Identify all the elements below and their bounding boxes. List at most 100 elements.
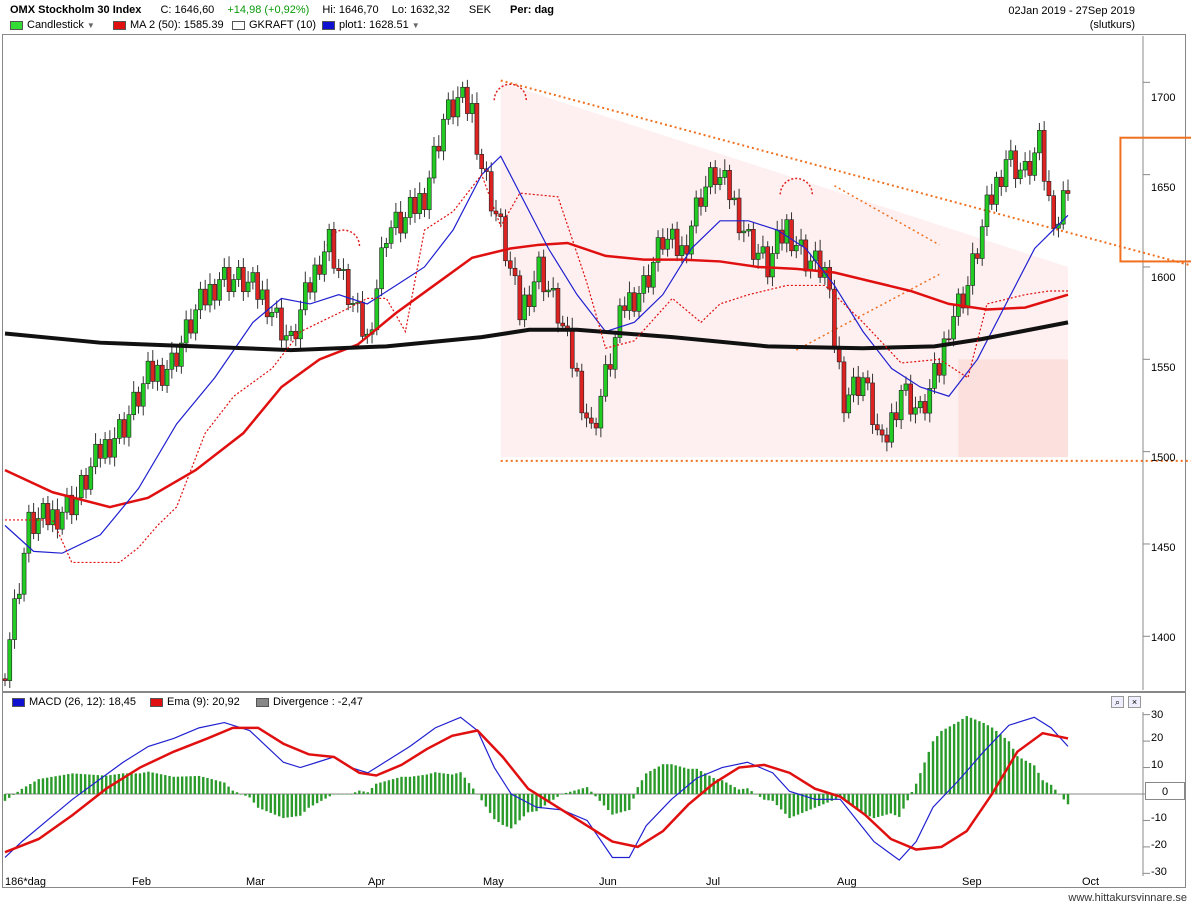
divergence-bar bbox=[320, 794, 323, 801]
up-candle bbox=[126, 414, 132, 438]
up-candle bbox=[441, 118, 446, 152]
divergence-bar bbox=[632, 794, 635, 799]
divergence-bar bbox=[674, 765, 677, 794]
divergence-bar bbox=[657, 766, 661, 794]
up-candle bbox=[531, 281, 537, 307]
divergence-bar bbox=[75, 773, 78, 794]
down-candle bbox=[1051, 195, 1056, 229]
divergence-bar bbox=[497, 794, 500, 823]
top-arc bbox=[493, 83, 528, 101]
up-candle bbox=[732, 197, 737, 201]
divergence-bar bbox=[176, 776, 180, 794]
divergence-bar bbox=[594, 794, 597, 797]
divergence-bar bbox=[801, 794, 804, 813]
month-label: Mar bbox=[246, 876, 265, 888]
divergence-bar bbox=[531, 794, 534, 812]
divergence-bar bbox=[830, 794, 833, 801]
divergence-bar bbox=[779, 794, 783, 810]
gkraft-swatch bbox=[232, 20, 245, 30]
divergence-bar bbox=[636, 787, 639, 794]
divergence-bar bbox=[227, 786, 230, 794]
up-candle bbox=[1032, 152, 1037, 176]
down-candle bbox=[894, 412, 899, 421]
divergence-bar bbox=[1033, 765, 1036, 794]
down-candle bbox=[622, 305, 627, 311]
legend-plot1[interactable]: plot1: 1628.51 ▼ bbox=[322, 19, 420, 31]
legend-ma[interactable]: MA 2 (50): 1585.39 bbox=[113, 19, 224, 31]
up-candle bbox=[274, 307, 280, 313]
divergence-bar bbox=[556, 794, 559, 797]
ema-swatch bbox=[150, 697, 163, 707]
up-candle bbox=[913, 407, 918, 415]
divergence-bar bbox=[332, 794, 336, 795]
up-candle bbox=[112, 438, 117, 458]
divergence-bar bbox=[185, 776, 188, 794]
divergence-bar bbox=[948, 726, 952, 794]
down-candle bbox=[226, 267, 232, 293]
divergence-bar bbox=[898, 794, 901, 817]
down-candle bbox=[698, 197, 704, 207]
down-candle bbox=[83, 474, 89, 490]
divergence-bar bbox=[358, 790, 361, 794]
down-candle bbox=[517, 275, 523, 321]
down-candle bbox=[631, 292, 637, 312]
down-candle bbox=[579, 370, 585, 414]
divergence-bar bbox=[872, 794, 876, 819]
close-icon[interactable]: × bbox=[1128, 696, 1141, 708]
divergence-bar bbox=[704, 773, 707, 794]
divergence-bar bbox=[1003, 737, 1006, 794]
divergence-bar bbox=[147, 771, 150, 794]
down-candle bbox=[55, 509, 60, 530]
down-candle bbox=[751, 229, 756, 260]
divergence-bar bbox=[982, 722, 985, 794]
up-candle bbox=[722, 170, 728, 178]
down-candle bbox=[803, 239, 809, 272]
divergence-bar bbox=[758, 794, 762, 797]
divergence-bar bbox=[661, 764, 665, 794]
divergence-bar bbox=[813, 794, 817, 808]
divergence-bar bbox=[117, 773, 121, 794]
divergence-bar bbox=[214, 780, 218, 794]
divergence-bar bbox=[1049, 784, 1053, 794]
chevron-down-icon[interactable]: ▼ bbox=[411, 20, 420, 30]
divergence-bar bbox=[29, 783, 32, 794]
divergence-bar bbox=[404, 776, 407, 794]
divergence-bar bbox=[716, 779, 720, 794]
divergence-bar bbox=[400, 776, 403, 794]
divergence-bar bbox=[893, 794, 897, 816]
price-tick: 1400 bbox=[1151, 632, 1176, 644]
down-candle bbox=[465, 86, 470, 114]
price-tick: 1450 bbox=[1151, 542, 1176, 554]
ma-swatch bbox=[113, 20, 126, 30]
legend-candlestick[interactable]: Candlestick ▼ bbox=[10, 19, 95, 31]
zoom-icon[interactable]: ⌕ bbox=[1111, 696, 1124, 708]
up-candle bbox=[236, 267, 241, 280]
divergence-bar bbox=[45, 777, 49, 794]
legend-label: Ema (9): 20,92 bbox=[167, 696, 240, 708]
divergence-bar bbox=[130, 773, 133, 794]
legend-divergence[interactable]: Divergence : -2,47 bbox=[256, 696, 363, 708]
divergence-bar bbox=[79, 773, 83, 794]
chevron-down-icon[interactable]: ▼ bbox=[86, 20, 95, 30]
up-candle bbox=[741, 230, 747, 234]
divergence-bar bbox=[940, 730, 943, 794]
legend-gkraft[interactable]: GKRAFT (10) bbox=[232, 19, 316, 31]
down-candle bbox=[488, 171, 494, 212]
divergence-bar bbox=[843, 794, 846, 801]
up-candle bbox=[670, 228, 675, 240]
divergence-bar bbox=[231, 790, 234, 794]
up-candle bbox=[951, 316, 956, 340]
legend-macd[interactable]: MACD (26, 12): 18,45 bbox=[12, 696, 136, 708]
legend-ema[interactable]: Ema (9): 20,92 bbox=[150, 696, 240, 708]
divergence-bar bbox=[628, 794, 631, 811]
up-candle bbox=[231, 279, 237, 293]
divergence-bar bbox=[906, 794, 909, 801]
divergence-bar bbox=[708, 775, 711, 794]
down-candle bbox=[727, 170, 732, 201]
divergence-bar bbox=[585, 787, 589, 794]
zero-label: 0 bbox=[1145, 782, 1185, 800]
up-candle bbox=[689, 225, 694, 255]
down-candle bbox=[160, 364, 165, 386]
up-candle bbox=[717, 177, 723, 185]
